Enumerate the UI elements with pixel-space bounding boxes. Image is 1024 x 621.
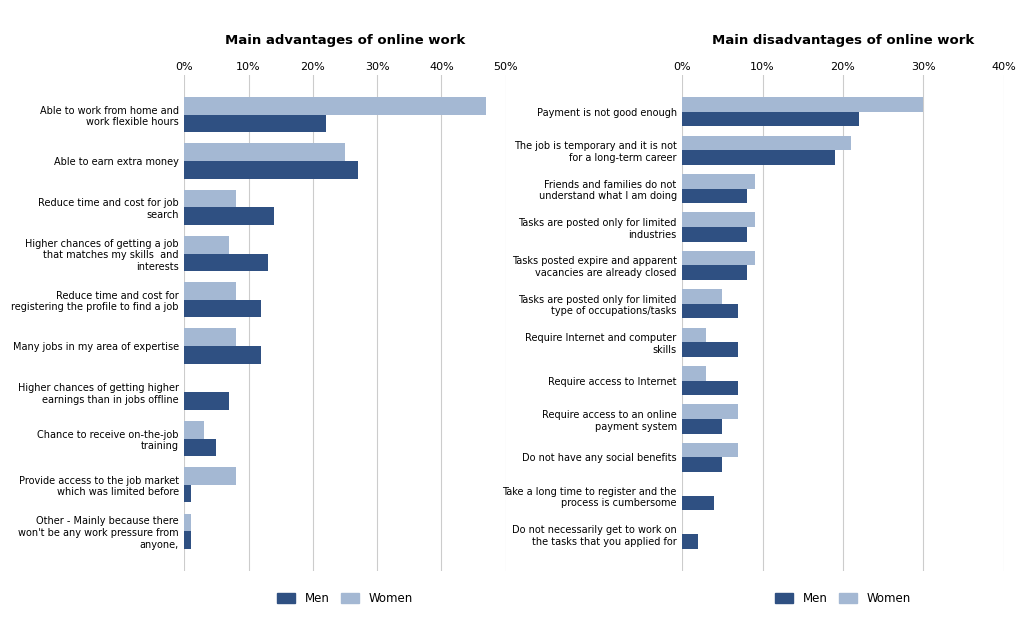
Legend: Men, Women: Men, Women (272, 587, 418, 610)
Bar (682, 534, 698, 549)
Bar (682, 289, 722, 304)
Bar (682, 189, 746, 203)
Bar (682, 496, 715, 510)
Bar (184, 346, 261, 364)
Bar (184, 253, 268, 271)
Bar (184, 467, 236, 485)
Bar (682, 265, 746, 280)
Bar (184, 97, 486, 115)
Bar (184, 115, 326, 132)
Bar (682, 251, 755, 265)
Bar (682, 419, 722, 433)
Bar (184, 421, 204, 438)
Bar (682, 135, 851, 150)
Bar (682, 457, 722, 472)
Bar (682, 212, 755, 227)
Bar (184, 531, 190, 549)
Bar (184, 300, 261, 317)
Bar (682, 381, 738, 395)
Bar (184, 282, 236, 300)
Bar (184, 143, 345, 161)
Title: Main advantages of online work: Main advantages of online work (225, 34, 465, 47)
Bar (682, 304, 738, 319)
Bar (682, 404, 738, 419)
Bar (682, 366, 707, 381)
Bar (184, 236, 229, 253)
Bar (184, 189, 236, 207)
Bar (682, 227, 746, 242)
Legend: Men, Women: Men, Women (770, 587, 915, 610)
Bar (682, 327, 707, 342)
Bar (682, 342, 738, 356)
Bar (184, 392, 229, 410)
Bar (184, 485, 190, 502)
Bar (184, 161, 357, 179)
Bar (682, 150, 835, 165)
Title: Main disadvantages of online work: Main disadvantages of online work (712, 34, 974, 47)
Bar (184, 438, 216, 456)
Bar (682, 97, 924, 112)
Bar (682, 443, 738, 457)
Bar (184, 207, 274, 225)
Bar (682, 174, 755, 189)
Bar (682, 112, 859, 126)
Bar (184, 329, 236, 346)
Bar (184, 514, 190, 531)
